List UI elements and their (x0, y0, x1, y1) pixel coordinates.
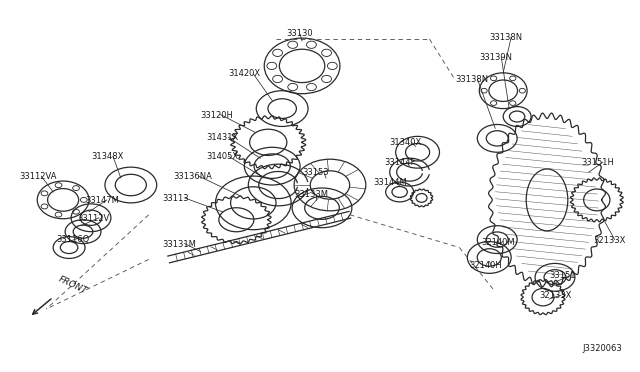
Text: 31420X: 31420X (228, 69, 260, 78)
Text: 33131M: 33131M (163, 240, 196, 248)
Text: 33138N: 33138N (489, 33, 522, 42)
Text: 31405X: 31405X (207, 152, 239, 161)
Text: 33147M: 33147M (85, 196, 119, 205)
Text: 33151H: 33151H (581, 158, 614, 167)
Text: 32133X: 32133X (539, 291, 572, 300)
Text: 33120H: 33120H (200, 110, 234, 119)
Text: 33112VA: 33112VA (19, 172, 57, 181)
Text: 33130: 33130 (287, 29, 314, 38)
Text: 33116Q: 33116Q (56, 235, 90, 244)
Text: 33144F: 33144F (385, 158, 416, 167)
Text: 32133X: 32133X (593, 235, 625, 245)
Text: 33151: 33151 (549, 271, 575, 280)
Text: 31431X: 31431X (207, 134, 239, 142)
Text: J3320063: J3320063 (583, 344, 623, 353)
Text: 33144M: 33144M (374, 178, 408, 187)
Text: 32140H: 32140H (469, 262, 502, 270)
Text: FRONT: FRONT (57, 275, 89, 296)
Text: 33153: 33153 (302, 168, 329, 177)
Text: 33113: 33113 (163, 194, 189, 203)
Text: 33112V: 33112V (77, 214, 109, 223)
Text: 31348X: 31348X (91, 152, 124, 161)
Text: 32140M: 32140M (481, 238, 515, 247)
Text: 33138N: 33138N (456, 75, 488, 84)
Text: 33136NA: 33136NA (173, 172, 212, 181)
Text: 33133M: 33133M (294, 190, 328, 199)
Text: 31340X: 31340X (390, 138, 422, 147)
Text: 33139N: 33139N (479, 53, 512, 62)
